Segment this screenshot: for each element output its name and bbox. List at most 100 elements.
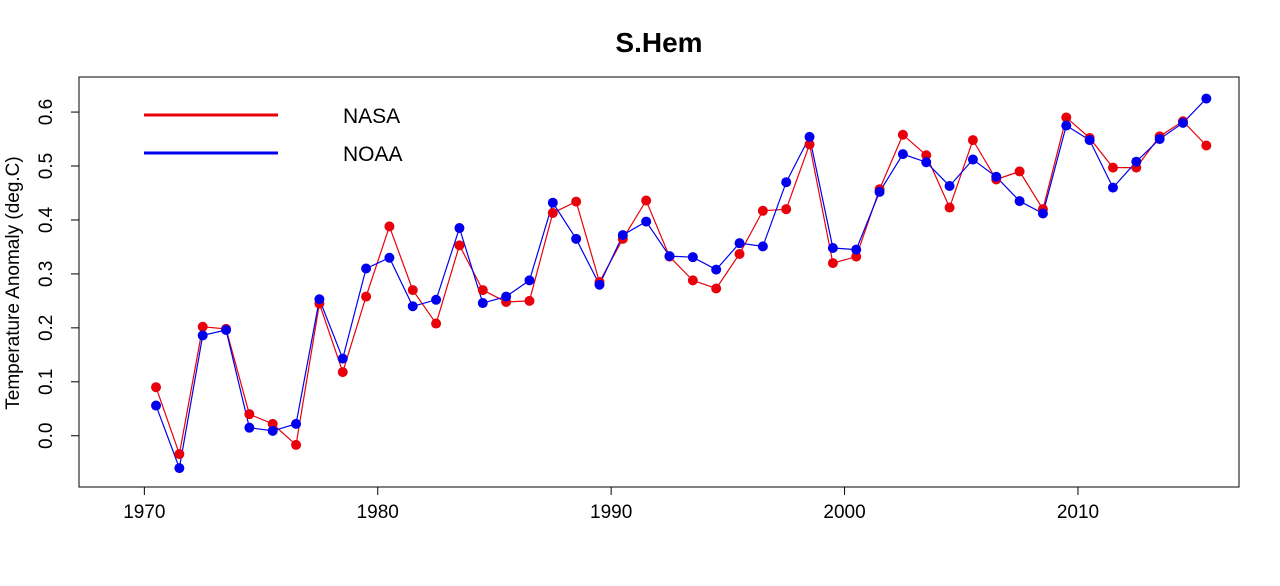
data-point-noaa — [617, 230, 628, 241]
data-point-noaa — [1014, 196, 1025, 207]
data-point-noaa — [664, 251, 675, 262]
data-point-noaa — [547, 197, 558, 208]
data-point-noaa — [944, 180, 955, 191]
data-point-nasa — [174, 449, 185, 460]
data-point-noaa — [1131, 156, 1142, 167]
data-point-nasa — [851, 251, 862, 262]
data-point-noaa — [454, 223, 465, 234]
data-point-noaa — [851, 244, 862, 255]
series-points-nasa — [151, 112, 1212, 460]
x-tick-label: 2010 — [1057, 502, 1099, 523]
data-point-nasa — [1107, 162, 1118, 173]
data-point-nasa — [734, 248, 745, 259]
data-point-nasa — [267, 418, 278, 429]
x-tick-label: 1980 — [357, 502, 399, 523]
series-noaa — [155, 98, 1207, 471]
data-point-nasa — [804, 139, 815, 150]
data-point-nasa — [1061, 112, 1072, 123]
data-point-noaa — [244, 422, 255, 433]
data-point-nasa — [641, 195, 652, 206]
data-point-noaa — [314, 294, 325, 305]
data-point-noaa — [1177, 117, 1188, 128]
data-point-noaa — [221, 325, 232, 336]
data-point-nasa — [921, 150, 932, 161]
y-tick-label: 0.3 — [36, 261, 57, 287]
data-point-nasa — [151, 382, 162, 393]
data-point-nasa — [431, 318, 442, 329]
data-point-noaa — [267, 425, 278, 436]
y-tick-label: 0.6 — [36, 99, 57, 125]
data-point-noaa — [197, 330, 208, 341]
data-point-noaa — [921, 157, 932, 168]
data-point-noaa — [641, 216, 652, 227]
data-point-noaa — [991, 171, 1002, 182]
data-point-noaa — [874, 186, 885, 197]
legend-label-nasa: NASA — [343, 105, 400, 128]
data-point-nasa — [711, 283, 722, 294]
y-tick-label: 0.5 — [36, 153, 57, 179]
data-point-nasa — [477, 285, 488, 296]
data-point-nasa — [361, 291, 372, 302]
data-point-nasa — [407, 285, 418, 296]
y-tick-label: 0.1 — [36, 369, 57, 395]
axes: 1970 1980 1990 2000 2010 0.0 0.1 0.2 0.3 0.4 0.5 0.… — [36, 99, 1099, 523]
data-point-noaa — [687, 252, 698, 263]
series-points-noaa — [151, 93, 1212, 474]
data-point-noaa — [757, 241, 768, 252]
data-point-noaa — [1107, 182, 1118, 193]
data-point-nasa — [757, 205, 768, 216]
data-point-noaa — [827, 243, 838, 254]
data-point-noaa — [711, 264, 722, 275]
y-tick-label: 0.0 — [36, 423, 57, 449]
legend-label-noaa: NOAA — [343, 143, 403, 166]
data-point-nasa — [244, 409, 255, 420]
data-point-noaa — [594, 279, 605, 290]
data-point-noaa — [1154, 134, 1165, 145]
legend: NASA NOAA — [144, 105, 403, 166]
data-point-nasa — [337, 367, 348, 378]
data-point-nasa — [524, 295, 535, 306]
data-point-nasa — [571, 196, 582, 207]
data-point-noaa — [361, 263, 372, 274]
data-point-nasa — [967, 135, 978, 146]
data-point-noaa — [524, 275, 535, 286]
data-point-nasa — [384, 221, 395, 232]
data-point-nasa — [1014, 166, 1025, 177]
series-line-nasa — [155, 116, 1207, 457]
data-point-noaa — [571, 233, 582, 244]
data-point-nasa — [547, 207, 558, 218]
data-point-noaa — [407, 301, 418, 312]
data-point-noaa — [151, 400, 162, 411]
data-point-nasa — [687, 275, 698, 286]
x-tick-label: 2000 — [823, 502, 865, 523]
data-point-noaa — [804, 131, 815, 142]
plot-area-frame — [78, 76, 1240, 488]
data-point-noaa — [174, 463, 185, 474]
data-point-nasa — [827, 258, 838, 269]
y-tick-label: 0.4 — [36, 206, 57, 233]
series-nasa — [155, 116, 1207, 457]
data-point-noaa — [384, 252, 395, 263]
data-point-noaa — [967, 154, 978, 165]
data-point-noaa — [291, 418, 302, 429]
y-tick-label: 0.2 — [36, 315, 57, 341]
data-point-nasa — [1201, 140, 1212, 151]
data-point-nasa — [454, 240, 465, 251]
y-axis-label: Temperature Anomaly (deg.C) — [3, 156, 24, 409]
data-point-noaa — [1037, 208, 1048, 219]
data-point-nasa — [781, 204, 792, 215]
data-point-noaa — [897, 149, 908, 160]
data-point-noaa — [501, 291, 512, 302]
data-point-noaa — [477, 298, 488, 309]
data-point-noaa — [781, 177, 792, 188]
data-point-nasa — [944, 202, 955, 213]
chart-title: S.Hem — [615, 27, 702, 58]
data-point-nasa — [897, 129, 908, 140]
data-point-noaa — [431, 294, 442, 305]
data-point-noaa — [1201, 93, 1212, 104]
data-point-nasa — [291, 439, 302, 450]
data-point-noaa — [734, 238, 745, 249]
series-line-noaa — [155, 98, 1207, 471]
data-point-noaa — [1061, 120, 1072, 131]
